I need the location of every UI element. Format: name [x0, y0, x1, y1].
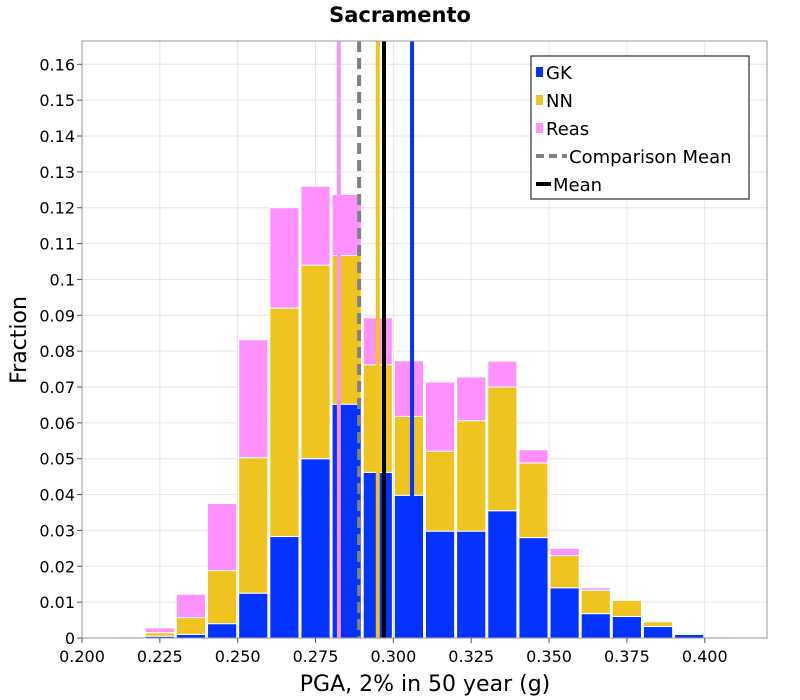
y-tick-label: 0.15: [39, 91, 75, 110]
bar-reas: [456, 376, 487, 422]
x-tick-label: 0.400: [682, 647, 728, 666]
bar-gk: [456, 530, 487, 639]
x-tick-label: 0.225: [137, 647, 183, 666]
y-tick-label: 0.07: [39, 378, 75, 397]
bar-reas: [331, 193, 362, 256]
bar-reas: [269, 207, 300, 309]
bar-reas: [549, 547, 580, 557]
y-tick-label: 0.06: [39, 414, 75, 433]
bar-gk: [238, 592, 269, 639]
x-tick-label: 0.200: [59, 647, 105, 666]
y-tick-label: 0.04: [39, 486, 75, 505]
bar-nn: [518, 462, 549, 539]
bar-reas: [393, 360, 425, 417]
bar-reas: [674, 633, 705, 635]
bar-nn: [175, 617, 207, 635]
legend-label-gk: GK: [546, 63, 573, 84]
bar-reas: [175, 593, 207, 619]
bar-gk: [518, 537, 549, 639]
legend-label-reas: Reas: [546, 119, 589, 140]
bar-nn: [393, 415, 425, 496]
bar-reas: [611, 598, 642, 601]
bar-gk: [393, 494, 425, 639]
bar-nn: [144, 632, 175, 637]
bar-nn: [300, 264, 331, 460]
bar-gk: [269, 536, 300, 639]
bar-nn: [207, 570, 238, 625]
bar-nn: [549, 555, 580, 589]
bar-gk: [300, 458, 331, 639]
bar-reas: [487, 360, 518, 388]
bar-gk: [425, 530, 456, 639]
x-tick-label: 0.275: [293, 647, 339, 666]
legend-swatch-gk: [536, 67, 543, 77]
x-tick-label: 0.325: [448, 647, 494, 666]
y-tick-label: 0: [65, 629, 75, 648]
bars: [113, 185, 736, 639]
bar-nn: [331, 254, 362, 405]
bar-gk: [175, 633, 207, 639]
plot-frame: [81, 40, 768, 639]
y-tick-label: 0.02: [39, 557, 75, 576]
y-tick-label: 0.05: [39, 450, 75, 469]
x-axis-label: PGA, 2% in 50 year (g): [300, 672, 551, 697]
chart-title: Sacramento: [329, 3, 471, 27]
bar-reas: [518, 449, 549, 464]
y-axis-label: Fraction: [7, 296, 32, 384]
bar-gk: [611, 615, 642, 639]
y-tick-label: 0.08: [39, 342, 75, 361]
y-tick-label: 0.03: [39, 521, 75, 540]
bar-nn: [642, 621, 674, 628]
bar-gk: [331, 403, 362, 639]
y-tick-label: 0.14: [39, 127, 75, 146]
bar-nn: [487, 386, 518, 512]
y-tick-label: 0.16: [39, 55, 75, 74]
bar-nn: [238, 457, 269, 594]
bar-gk: [580, 613, 611, 639]
mean-lines: [336, 41, 415, 638]
y-tick-label: 0.13: [39, 163, 75, 182]
legend-label-mean: Mean: [553, 175, 602, 196]
x-tick-label: 0.350: [526, 647, 572, 666]
x-tick-label: 0.250: [215, 647, 261, 666]
bar-reas: [300, 185, 331, 266]
bar-reas: [238, 339, 269, 459]
legend-label-comparison-mean: Comparison Mean: [569, 147, 732, 168]
y-tick-label: 0.09: [39, 306, 75, 325]
bar-gk: [642, 626, 674, 639]
bar-nn: [580, 589, 611, 615]
bar-reas: [144, 627, 175, 634]
bar-nn: [425, 450, 456, 532]
x-tick-label: 0.375: [604, 647, 650, 666]
x-tick-label: 0.300: [370, 647, 416, 666]
bar-reas: [425, 381, 456, 452]
bar-nn: [456, 420, 487, 532]
legend-box: [530, 55, 750, 200]
bar-gk: [674, 633, 705, 639]
legend-swatch-reas: [536, 123, 543, 133]
legend-swatch-nn: [536, 95, 543, 105]
y-tick-label: 0.12: [39, 199, 75, 218]
bar-gk: [549, 587, 580, 639]
y-tick-label: 0.01: [39, 593, 75, 612]
y-tick-label: 0.11: [39, 235, 75, 254]
y-tick-label: 0.1: [50, 270, 75, 289]
bar-gk: [207, 623, 238, 639]
bar-nn: [269, 307, 300, 538]
bar-reas: [207, 503, 238, 572]
legend: GK NN Reas Comparison Mean Mean: [530, 55, 750, 200]
legend-label-nn: NN: [546, 91, 573, 112]
bar-reas: [580, 587, 611, 591]
x-axis-ticks: 0.200 0.225 0.250 0.275 0.300 0.325 0.350 0.375…: [59, 638, 728, 666]
y-axis-ticks: 0 0.01 0.02 0.03 0.04 0.05 0.06 0.07 0.08 0.09 0.1…: [39, 55, 82, 648]
bar-nn: [611, 599, 642, 617]
bar-gk: [487, 510, 518, 639]
